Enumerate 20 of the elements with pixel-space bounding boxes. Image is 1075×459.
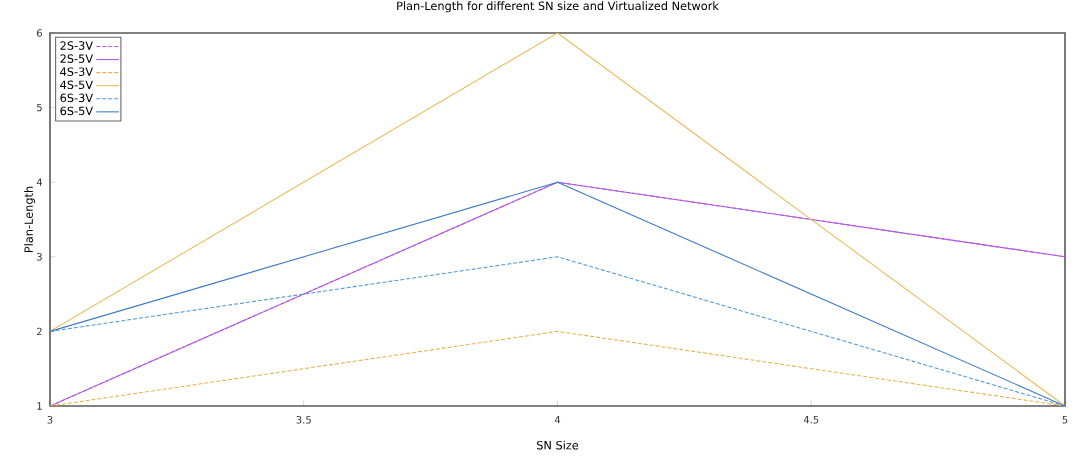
legend-label: 6S-5V bbox=[60, 106, 93, 116]
legend-label: 2S-5V bbox=[60, 54, 93, 63]
y-tick-label: 3 bbox=[37, 253, 42, 261]
y-axis-title: Plan-Length bbox=[24, 186, 36, 253]
y-tick-label: 5 bbox=[37, 103, 42, 112]
y-tick-label: 4 bbox=[36, 178, 43, 186]
y-tick-label: 2 bbox=[37, 327, 42, 336]
y-tick-label: 6 bbox=[36, 29, 42, 37]
legend-label: 2S-3V bbox=[60, 41, 93, 50]
x-tick-label: 4 bbox=[554, 416, 561, 424]
legend-label: 4S-5V bbox=[60, 80, 93, 90]
x-tick-label: 5 bbox=[1062, 416, 1068, 424]
x-tick-label: 4.5 bbox=[803, 416, 819, 424]
legend-label: 6S-3V bbox=[60, 93, 93, 103]
chart-title: Plan-Length for different SN size and Virtualized Network bbox=[397, 1, 719, 13]
x-tick-label: 3.5 bbox=[296, 416, 311, 424]
y-tick-label: 1 bbox=[37, 402, 42, 410]
legend-label: 4S-3V bbox=[60, 67, 93, 76]
x-axis-title: SN Size bbox=[536, 440, 579, 450]
x-tick-label: 3 bbox=[47, 416, 53, 424]
